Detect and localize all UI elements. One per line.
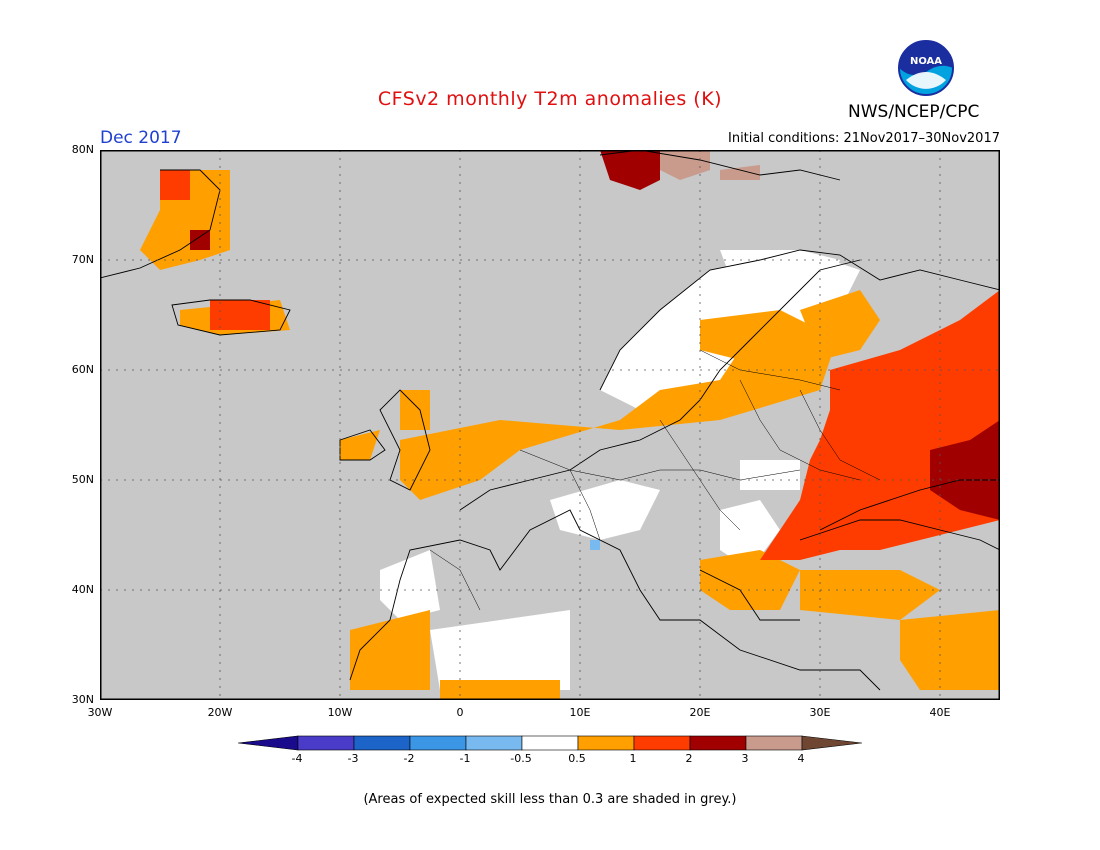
lon-label-10e: 10E <box>569 706 591 719</box>
colorbar-arrow-low <box>238 735 299 751</box>
map-frame <box>100 150 1000 700</box>
initial-conditions: Initial conditions: 21Nov2017–30Nov2017 <box>728 131 1000 146</box>
colorbar-cell <box>689 735 747 751</box>
map-title: CFSv2 monthly T2m anomalies (K) <box>377 88 723 110</box>
colorbar-cell <box>297 735 355 751</box>
orange-anomaly-areas <box>140 170 1000 700</box>
coastlines <box>100 150 1000 691</box>
lon-label-20w: 20W <box>207 706 233 719</box>
lat-label-50n: 50N <box>71 473 94 486</box>
colorbar-label-neg1: -1 <box>459 752 471 765</box>
colorbar-cell <box>633 735 691 751</box>
colorbar-cell <box>465 735 523 751</box>
lat-label-70n: 70N <box>71 253 94 266</box>
noaa-logo-icon: NOAA <box>898 40 954 96</box>
colorbar-cell <box>745 735 803 751</box>
lon-label-10w: 10W <box>327 706 353 719</box>
lon-label-40e: 40E <box>929 706 951 719</box>
colorbar-cell <box>409 735 467 751</box>
colorbar-cell <box>353 735 411 751</box>
forecast-month: Dec 2017 <box>100 128 182 148</box>
graticule <box>100 150 1000 700</box>
colorbar-label-1: 1 <box>629 752 637 765</box>
colorbar <box>238 735 862 751</box>
lon-label-20e: 20E <box>689 706 711 719</box>
agency-label: NWS/NCEP/CPC <box>848 102 980 122</box>
lon-label-30e: 30E <box>809 706 831 719</box>
anomaly-map <box>100 150 1000 700</box>
skill-footnote: (Areas of expected skill less than 0.3 a… <box>363 792 737 807</box>
colorbar-label-neg05: -0.5 <box>510 752 532 765</box>
lat-label-80n: 80N <box>71 143 94 156</box>
lon-label-0: 0 <box>456 706 464 719</box>
lon-label-30w: 30W <box>87 706 113 719</box>
colorbar-label-2: 2 <box>685 752 693 765</box>
colorbar-label-4: 4 <box>797 752 805 765</box>
colorbar-label-05: 0.5 <box>568 752 586 765</box>
lat-label-30n: 30N <box>71 693 94 706</box>
lat-label-60n: 60N <box>71 363 94 376</box>
colorbar-cell <box>521 735 579 751</box>
cold-anomaly-cell <box>590 540 600 550</box>
dark-red-anomaly-areas <box>190 150 1000 520</box>
colorbar-label-neg3: -3 <box>347 752 359 765</box>
brown-anomaly-areas <box>660 150 760 180</box>
colorbar-cell <box>577 735 635 751</box>
logo-text: NOAA <box>910 56 942 67</box>
colorbar-label-neg2: -2 <box>403 752 415 765</box>
colorbar-label-neg4: -4 <box>291 752 303 765</box>
lat-label-40n: 40N <box>71 583 94 596</box>
colorbar-label-3: 3 <box>741 752 749 765</box>
colorbar-arrow-high <box>801 735 862 751</box>
